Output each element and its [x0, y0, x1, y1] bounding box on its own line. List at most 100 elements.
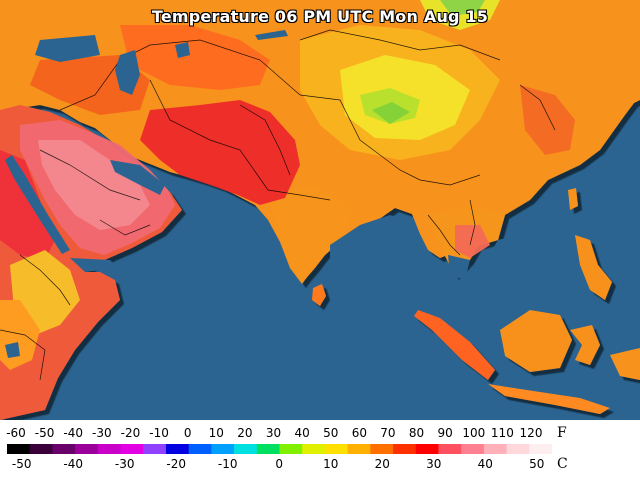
- border-line: [19, 254, 71, 306]
- temperature-legend: -60 -50 -40 -30 -20 -10 0 10 20 30 40 50 60 70 80 90 100…: [0, 420, 640, 480]
- border-line: [99, 219, 151, 236]
- fahrenheit-tick-label: 120: [519, 426, 543, 440]
- fahrenheit-tick-label: -40: [63, 426, 84, 440]
- color-scale-segment: [483, 444, 508, 454]
- fahrenheit-tick-label: -20: [120, 426, 141, 440]
- fahrenheit-tick-label: 10: [208, 426, 224, 440]
- color-scale-segment: [256, 444, 281, 454]
- java: [488, 384, 610, 414]
- fahrenheit-tick-label: 0: [183, 426, 192, 440]
- celsius-tick-label: -10: [217, 457, 238, 471]
- warm-region-kazakhstan: [120, 25, 270, 90]
- warm-indochina-coast: [455, 225, 490, 258]
- color-scale-segment: [120, 444, 144, 454]
- map-title: Temperature 06 PM UTC Mon Aug 15: [151, 7, 489, 26]
- color-scale-segment: [324, 444, 349, 454]
- border-line: [299, 29, 501, 61]
- fahrenheit-tick-label: -60: [6, 426, 26, 440]
- color-scale-bar: [7, 444, 552, 454]
- water-bodies: [5, 30, 575, 358]
- color-scale-segment: [165, 444, 190, 454]
- color-scale-segment: [143, 444, 167, 454]
- lake-victoria: [5, 342, 20, 358]
- fahrenheit-tick-label: 60: [351, 426, 367, 440]
- fahrenheit-tick-row: -60 -50 -40 -30 -20 -10 0 10 20 30 40 50 60 70 80 90 100…: [0, 426, 640, 442]
- temperature-shading: [0, 0, 575, 370]
- color-scale-segment: [97, 444, 122, 454]
- color-scale-segment: [234, 444, 258, 454]
- persian-gulf: [110, 160, 165, 195]
- celsius-tick-label: -30: [114, 457, 135, 471]
- fahrenheit-tick-label: 100: [462, 426, 486, 440]
- aral-sea: [175, 42, 190, 58]
- celsius-unit-label: C: [557, 456, 568, 472]
- lake-balkhash: [255, 30, 288, 40]
- celsius-tick-label: -20: [166, 457, 187, 471]
- fahrenheit-tick-label: 40: [294, 426, 310, 440]
- fahrenheit-unit-label: F: [557, 425, 567, 441]
- hot-region-south-china: [520, 85, 575, 155]
- fahrenheit-tick-label: 20: [237, 426, 253, 440]
- color-scale-segment: [347, 444, 371, 454]
- fahrenheit-tick-label: 50: [323, 426, 339, 440]
- very-hot-core-arabia: [38, 140, 150, 230]
- black-sea: [35, 35, 100, 62]
- country-borders: [0, 29, 556, 381]
- celsius-tick-label: 10: [323, 457, 339, 471]
- celsius-tick-label: 30: [426, 457, 442, 471]
- fahrenheit-tick-label: 30: [265, 426, 282, 440]
- color-scale-segment: [370, 444, 394, 454]
- border-line: [149, 79, 331, 201]
- border-line: [299, 94, 481, 186]
- celsius-tick-row: -50 -40 -30 -20 -10 0 10 20 30 40 50: [0, 457, 640, 473]
- fahrenheit-tick-label: 110: [490, 426, 514, 440]
- color-scale-segment: [7, 444, 31, 454]
- fahrenheit-tick-label: -10: [149, 426, 169, 440]
- color-scale-segment: [52, 444, 76, 454]
- gulf-of-aden: [70, 258, 118, 272]
- border-line: [427, 214, 461, 256]
- celsius-tick-label: -50: [11, 457, 32, 471]
- celsius-tick-label: 20: [374, 457, 390, 471]
- border-line: [519, 84, 556, 131]
- bay-of-bengal: [330, 215, 420, 285]
- color-scale-segment: [461, 444, 485, 454]
- color-scale-segment: [302, 444, 326, 454]
- sri-lanka: [312, 284, 326, 306]
- color-scale-segment: [75, 444, 99, 454]
- fahrenheit-tick-label: 90: [437, 426, 453, 440]
- borneo: [500, 310, 572, 372]
- color-scale-segment: [415, 444, 440, 454]
- gulf-of-thailand: [448, 255, 470, 280]
- fahrenheit-tick-label: -30: [92, 426, 112, 440]
- border-line: [239, 104, 291, 176]
- japan-south: [608, 72, 640, 110]
- color-scale-segment: [211, 444, 235, 454]
- border-line: [39, 149, 141, 201]
- india-peninsula: [268, 185, 355, 284]
- color-scale-segment: [279, 444, 303, 454]
- celsius-tick-label: 0: [275, 457, 284, 471]
- northern-cool-top-green: [440, 0, 485, 16]
- border-line: [0, 329, 46, 381]
- sumatra: [414, 310, 495, 380]
- border-line: [59, 39, 301, 111]
- fahrenheit-tick-label: -50: [34, 426, 55, 440]
- fahrenheit-tick-label: 70: [380, 426, 396, 440]
- green-spot-tibet: [372, 102, 410, 124]
- color-scale-segment: [393, 444, 417, 454]
- fahrenheit-tick-label: 80: [408, 426, 425, 440]
- sulawesi: [570, 325, 600, 365]
- temperature-map: [0, 0, 640, 420]
- color-scale-segment: [29, 444, 54, 454]
- color-scale-segment: [438, 444, 462, 454]
- color-scale-segment: [529, 444, 552, 454]
- celsius-tick-label: 40: [477, 457, 493, 471]
- celsius-tick-label: -40: [63, 457, 84, 471]
- new-guinea-west: [610, 348, 640, 380]
- color-scale-segment: [188, 444, 212, 454]
- border-line: [469, 199, 476, 246]
- philippines: [575, 235, 612, 300]
- caspian-sea: [115, 50, 140, 95]
